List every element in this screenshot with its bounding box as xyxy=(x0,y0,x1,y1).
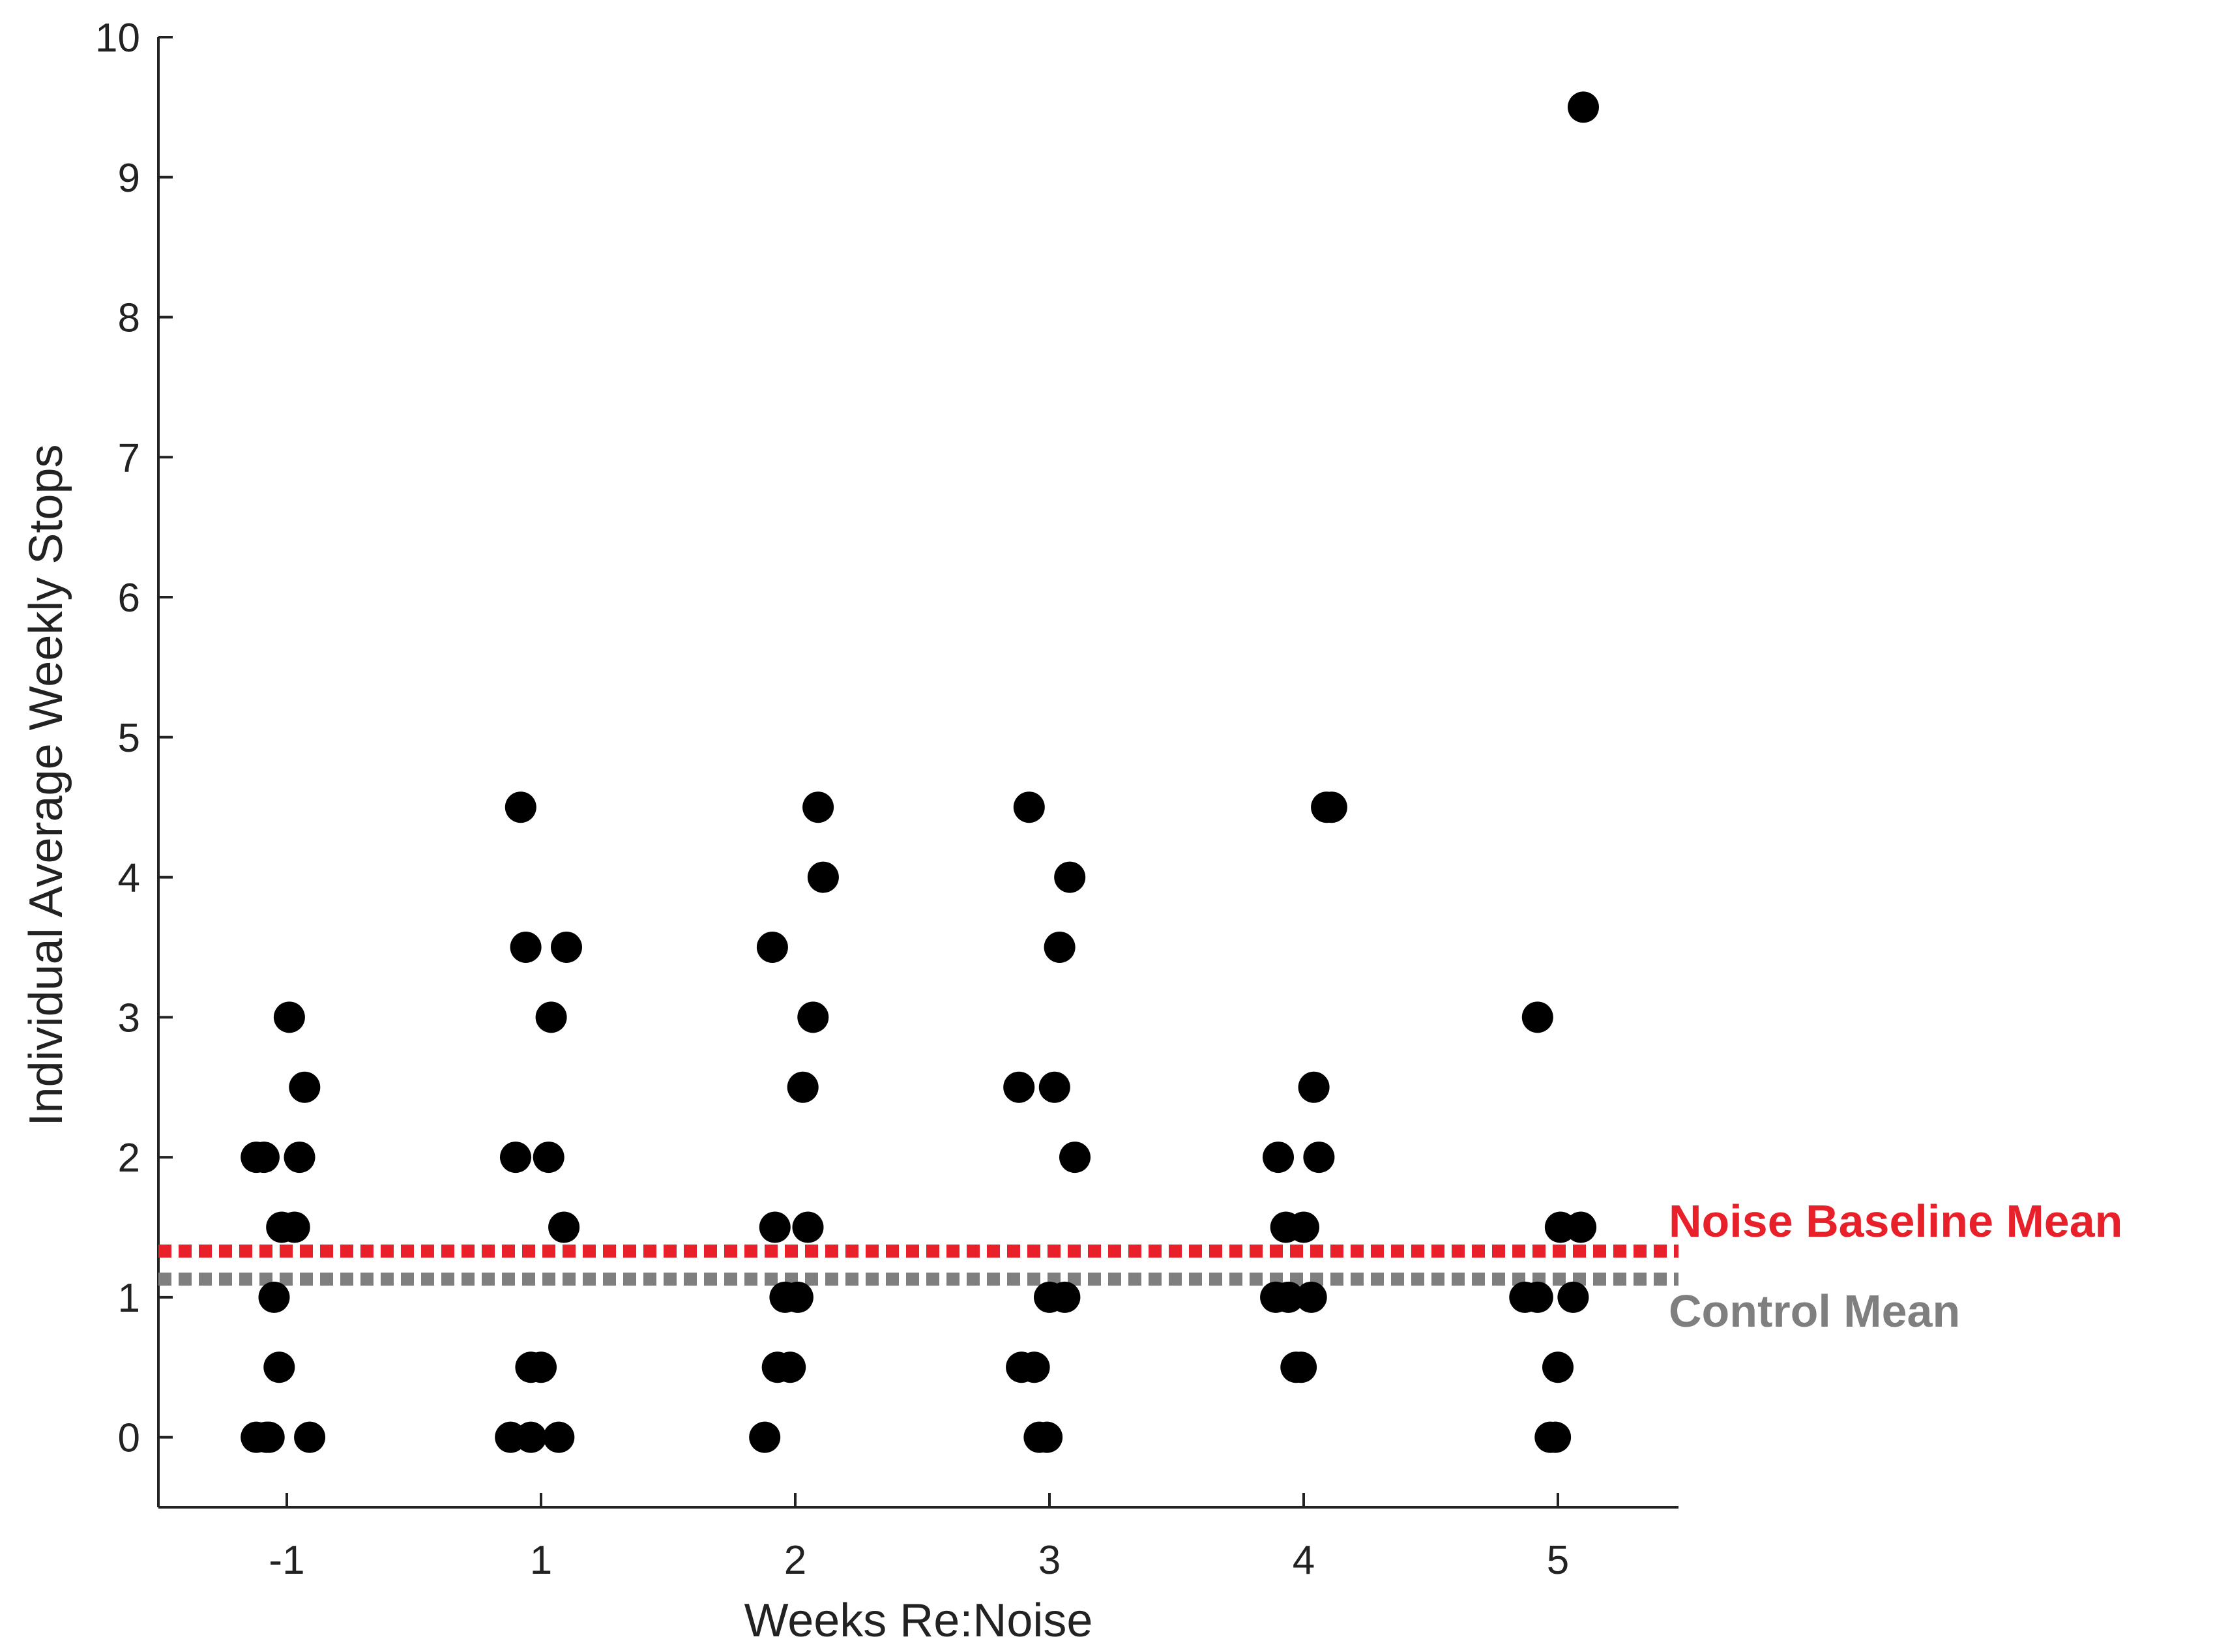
axes: 0 1 2 3 4 5 6 7 8 9 10 -1 1 2 3 4 5 xyxy=(95,16,1678,1583)
data-point xyxy=(759,1211,791,1243)
data-point xyxy=(774,1351,806,1383)
data-point xyxy=(273,1001,305,1033)
data-points xyxy=(241,91,1599,1453)
data-point xyxy=(1521,1281,1553,1313)
axis-labels: Weeks Re:Noise Individual Average Weekly… xyxy=(20,445,1092,1647)
y-tick-label: 8 xyxy=(118,296,140,341)
data-point xyxy=(535,1001,567,1033)
data-point xyxy=(1542,1351,1574,1383)
data-point xyxy=(551,931,582,963)
data-point xyxy=(289,1071,321,1103)
reference-line-label: Control Mean xyxy=(1669,1286,1960,1336)
data-point xyxy=(1044,931,1076,963)
y-tick-label: 3 xyxy=(118,996,140,1040)
data-point xyxy=(782,1281,813,1313)
data-point xyxy=(294,1421,326,1453)
data-point xyxy=(1272,1281,1304,1313)
data-point xyxy=(1540,1421,1572,1453)
x-tick-label: 3 xyxy=(1038,1538,1061,1583)
data-point xyxy=(807,861,839,893)
x-tick-label: 1 xyxy=(530,1538,552,1583)
y-tick-label: 4 xyxy=(118,856,140,901)
data-point xyxy=(802,791,834,823)
data-point xyxy=(543,1421,575,1453)
data-point xyxy=(284,1142,315,1173)
data-point xyxy=(278,1211,310,1243)
data-point xyxy=(1054,861,1086,893)
data-point xyxy=(1315,791,1347,823)
data-point xyxy=(1018,1351,1050,1383)
data-point xyxy=(253,1421,285,1453)
data-point xyxy=(749,1421,781,1453)
data-point xyxy=(1285,1351,1317,1383)
x-tick-label: -1 xyxy=(269,1538,304,1583)
data-point xyxy=(505,791,536,823)
data-point xyxy=(1263,1142,1294,1173)
data-point xyxy=(1565,1211,1597,1243)
y-tick-label: 10 xyxy=(95,16,140,61)
data-point xyxy=(1038,1071,1070,1103)
y-axis-title: Individual Average Weekly Stops xyxy=(20,445,72,1127)
data-point xyxy=(1521,1001,1553,1033)
data-point xyxy=(1059,1142,1091,1173)
data-point xyxy=(787,1071,819,1103)
data-point xyxy=(1049,1281,1081,1313)
y-tick-label: 0 xyxy=(118,1416,140,1461)
data-point xyxy=(1031,1421,1063,1453)
data-point xyxy=(1288,1211,1319,1243)
data-point xyxy=(548,1211,580,1243)
data-point xyxy=(797,1001,829,1033)
data-point xyxy=(248,1142,280,1173)
reference-line-label: Noise Baseline Mean xyxy=(1669,1196,2122,1246)
data-point xyxy=(792,1211,824,1243)
data-point xyxy=(525,1351,557,1383)
data-point xyxy=(258,1281,290,1313)
data-point xyxy=(1568,91,1599,123)
data-point xyxy=(533,1142,564,1173)
x-tick-label: 2 xyxy=(784,1538,806,1583)
data-point xyxy=(1003,1071,1035,1103)
data-point xyxy=(515,1421,547,1453)
data-point xyxy=(1013,791,1045,823)
reference-lines: Noise Baseline Mean Control Mean xyxy=(158,1196,2122,1336)
data-point xyxy=(1557,1281,1589,1313)
data-point xyxy=(1303,1142,1335,1173)
y-tick-label: 9 xyxy=(118,156,140,201)
y-tick-label: 7 xyxy=(118,435,140,480)
x-axis-title: Weeks Re:Noise xyxy=(744,1595,1093,1647)
data-point xyxy=(510,931,542,963)
data-point xyxy=(756,931,788,963)
data-point xyxy=(500,1142,531,1173)
data-point xyxy=(1295,1281,1327,1313)
y-tick-label: 6 xyxy=(118,576,140,621)
x-tick-label: 5 xyxy=(1547,1538,1569,1583)
y-tick-label: 5 xyxy=(118,716,140,761)
y-tick-label: 2 xyxy=(118,1136,140,1181)
data-point xyxy=(263,1351,295,1383)
x-tick-label: 4 xyxy=(1293,1538,1315,1583)
y-tick-label: 1 xyxy=(118,1276,140,1321)
data-point xyxy=(1298,1071,1330,1103)
